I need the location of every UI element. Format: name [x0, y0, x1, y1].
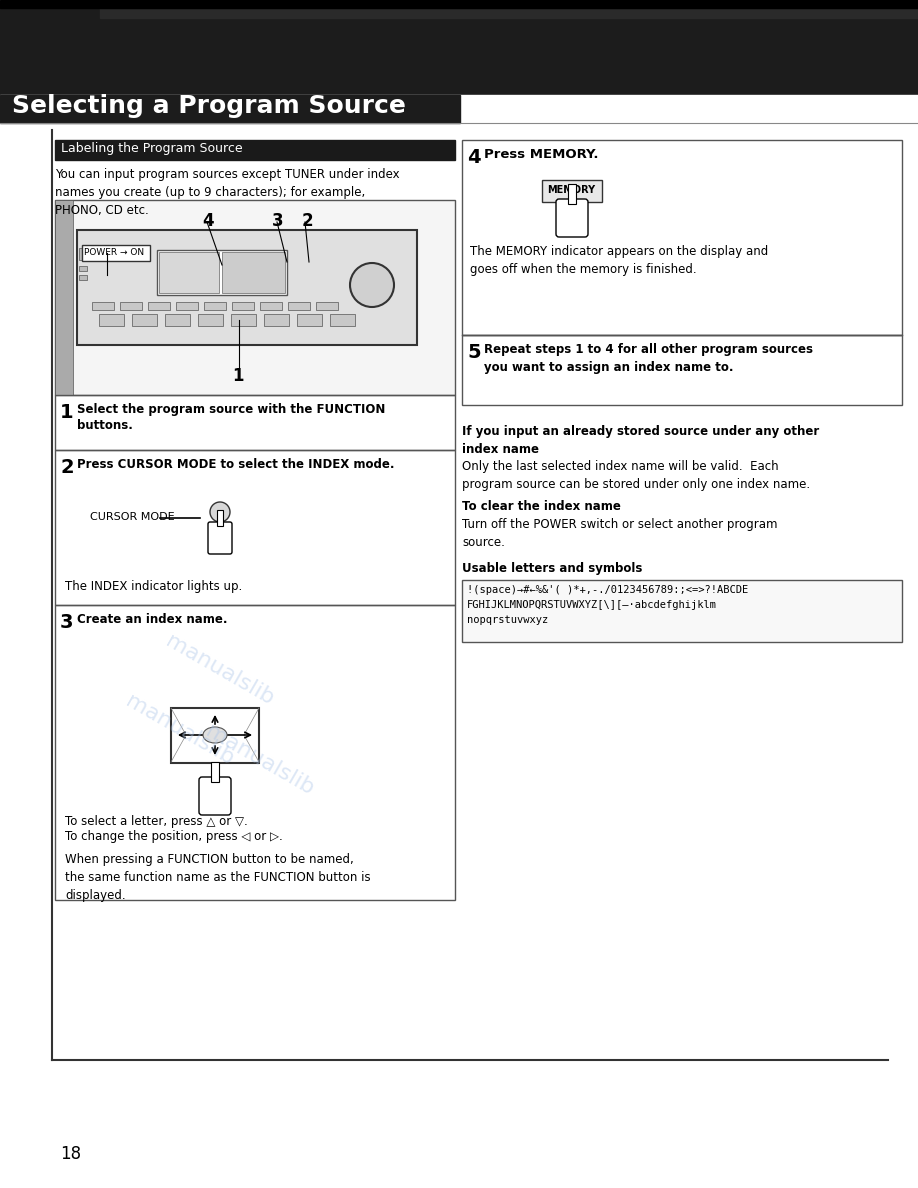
Bar: [0, 8, 918, 105]
Text: Usable letters and symbols: Usable letters and symbols: [462, 562, 643, 575]
Bar: [264, 314, 289, 326]
Circle shape: [210, 503, 230, 522]
Text: If you input an already stored source under any other
index name: If you input an already stored source un…: [462, 425, 819, 456]
Bar: [316, 302, 338, 310]
Bar: [132, 314, 157, 326]
Text: 3: 3: [60, 613, 73, 632]
Bar: [198, 314, 223, 326]
Bar: [77, 230, 417, 345]
Text: manualslib: manualslib: [202, 721, 318, 800]
Bar: [0, 0, 918, 8]
Text: To select a letter, press △ or ▽.: To select a letter, press △ or ▽.: [65, 815, 248, 828]
Bar: [99, 314, 124, 326]
Bar: [211, 762, 219, 782]
Bar: [297, 314, 322, 326]
Text: !(space)→#←%&'( )*+,-./0123456789:;<=>?!ABCDE
FGHIJKLMNOPQRSTUVWXYZ[\][―·abcdefg: !(space)→#←%&'( )*+,-./0123456789:;<=>?!…: [467, 584, 748, 625]
Bar: [55, 450, 455, 605]
Bar: [120, 302, 142, 310]
Text: 4: 4: [202, 211, 214, 230]
Text: Press MEMORY.: Press MEMORY.: [484, 148, 599, 162]
Bar: [462, 580, 902, 642]
Bar: [157, 249, 287, 295]
Text: The INDEX indicator lights up.: The INDEX indicator lights up.: [65, 580, 242, 593]
Bar: [176, 302, 198, 310]
Bar: [204, 302, 226, 310]
Bar: [462, 140, 902, 335]
Bar: [231, 314, 256, 326]
Text: To clear the index name: To clear the index name: [462, 500, 621, 513]
Text: MEMORY: MEMORY: [547, 185, 595, 195]
Text: Create an index name.: Create an index name.: [77, 613, 228, 626]
FancyBboxPatch shape: [208, 522, 232, 554]
Bar: [159, 252, 219, 293]
Bar: [232, 302, 254, 310]
Text: Labeling the Program Source: Labeling the Program Source: [61, 143, 242, 154]
Text: When pressing a FUNCTION button to be named,
the same function name as the FUNCT: When pressing a FUNCTION button to be na…: [65, 853, 371, 902]
Text: 1: 1: [232, 367, 243, 385]
Bar: [79, 266, 87, 271]
FancyBboxPatch shape: [556, 200, 588, 236]
Text: To change the position, press ◁ or ▷.: To change the position, press ◁ or ▷.: [65, 830, 283, 843]
Bar: [217, 510, 223, 526]
Text: Selecting a Program Source: Selecting a Program Source: [12, 94, 406, 118]
Text: 2: 2: [302, 211, 314, 230]
Bar: [100, 8, 918, 18]
Bar: [55, 394, 455, 450]
Bar: [542, 181, 602, 202]
Bar: [79, 248, 91, 260]
Bar: [82, 245, 150, 261]
Ellipse shape: [203, 727, 227, 742]
Bar: [462, 335, 902, 405]
Bar: [330, 314, 355, 326]
Text: manualslib: manualslib: [122, 691, 238, 769]
Bar: [0, 95, 460, 124]
Text: Repeat steps 1 to 4 for all other program sources
you want to assign an index na: Repeat steps 1 to 4 for all other progra…: [484, 343, 813, 374]
Bar: [260, 302, 282, 310]
Bar: [55, 200, 73, 394]
Text: buttons.: buttons.: [77, 419, 133, 432]
Text: 2: 2: [60, 459, 73, 478]
Text: Press CURSOR MODE to select the INDEX mode.: Press CURSOR MODE to select the INDEX mo…: [77, 459, 395, 470]
Text: manualslib: manualslib: [162, 631, 277, 709]
Bar: [288, 302, 310, 310]
Text: 5: 5: [467, 343, 481, 362]
FancyBboxPatch shape: [199, 777, 231, 815]
Bar: [148, 302, 170, 310]
Bar: [55, 605, 455, 901]
Bar: [55, 200, 455, 394]
Text: 18: 18: [60, 1145, 81, 1163]
Bar: [171, 708, 259, 763]
Text: 3: 3: [272, 211, 284, 230]
Text: 1: 1: [60, 403, 73, 422]
Text: CURSOR MODE: CURSOR MODE: [90, 512, 174, 522]
Bar: [568, 184, 576, 204]
Bar: [79, 274, 87, 280]
Bar: [165, 314, 190, 326]
Bar: [222, 252, 285, 293]
Bar: [55, 140, 455, 160]
Text: Turn off the POWER switch or select another program
source.: Turn off the POWER switch or select anot…: [462, 518, 778, 549]
Text: The MEMORY indicator appears on the display and
goes off when the memory is fini: The MEMORY indicator appears on the disp…: [470, 245, 768, 276]
Text: Only the last selected index name will be valid.  Each
program source can be sto: Only the last selected index name will b…: [462, 460, 810, 491]
Bar: [92, 302, 114, 310]
Text: 4: 4: [467, 148, 481, 168]
Text: POWER → ON: POWER → ON: [84, 248, 144, 257]
Text: You can input program sources except TUNER under index
names you create (up to 9: You can input program sources except TUN…: [55, 168, 399, 217]
Text: Select the program source with the FUNCTION: Select the program source with the FUNCT…: [77, 403, 386, 416]
Bar: [0, 95, 918, 124]
Circle shape: [350, 263, 394, 307]
